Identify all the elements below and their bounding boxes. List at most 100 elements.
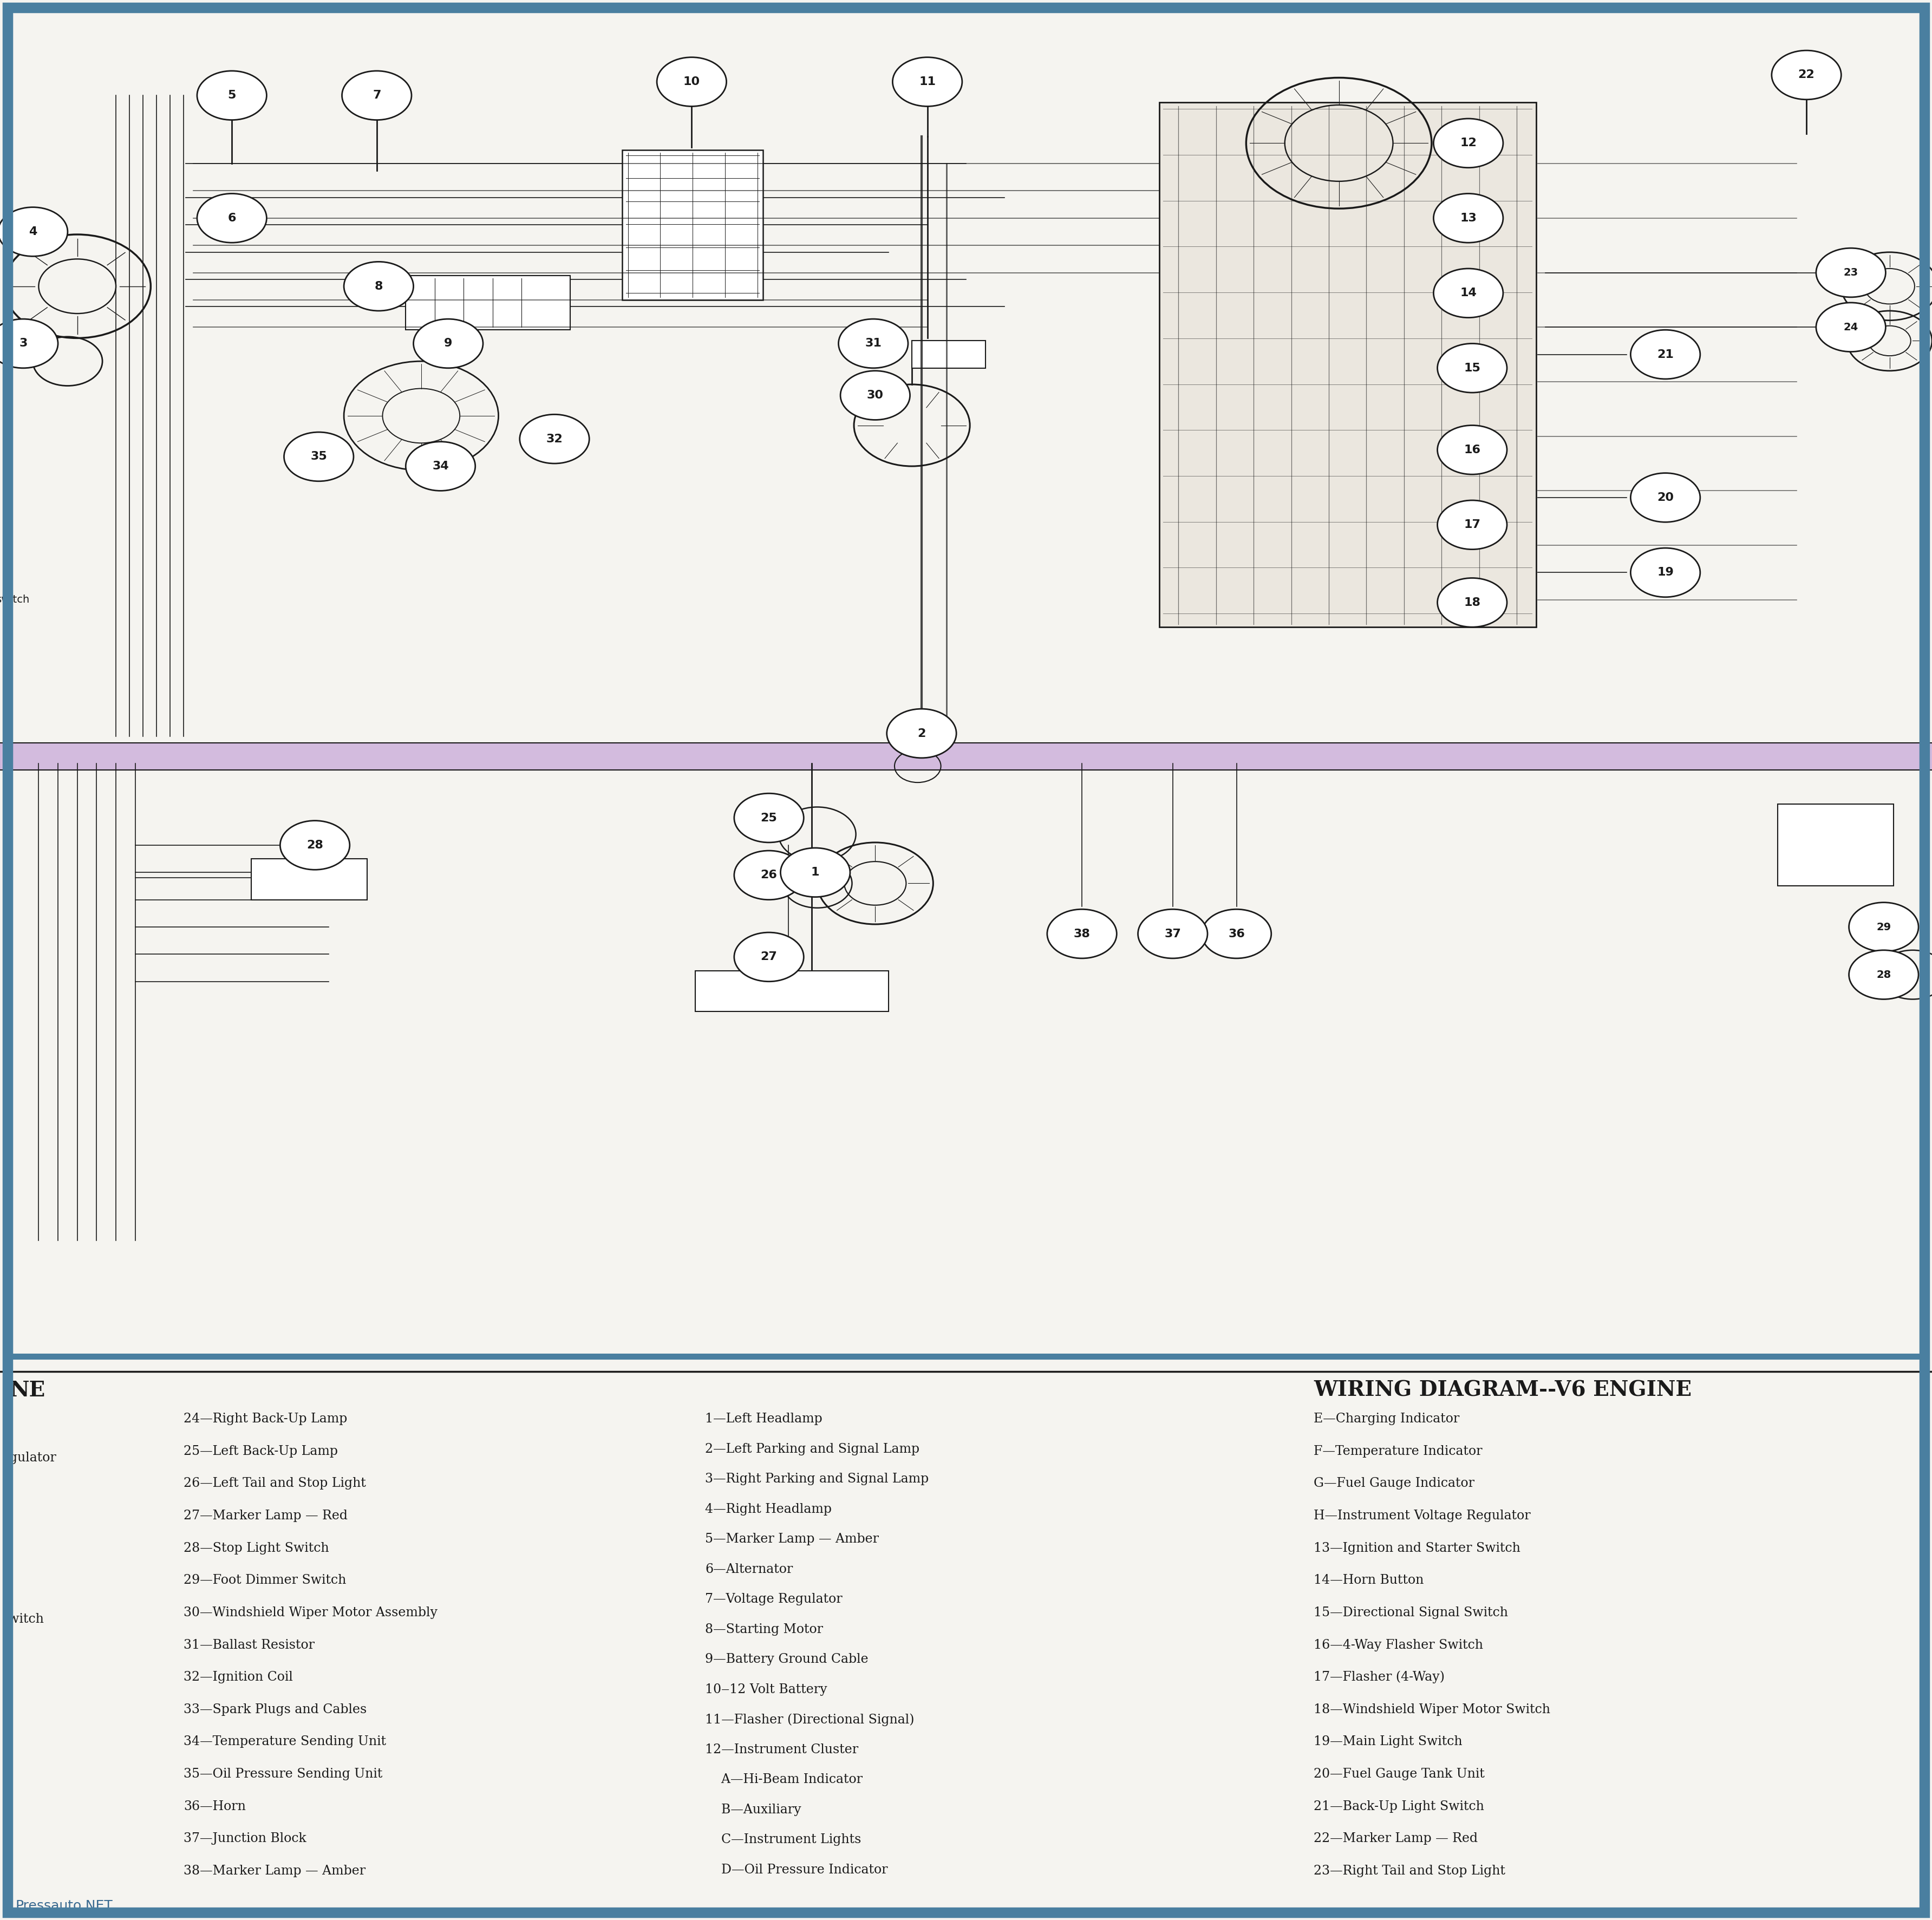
Text: egulator: egulator [0, 328, 41, 340]
Bar [0, 743, 1932, 770]
Text: 8: 8 [375, 280, 383, 292]
Text: 5—Marker Lamp — Amber: 5—Marker Lamp — Amber [705, 1532, 879, 1546]
Text: Pressauto.NET: Pressauto.NET [15, 1899, 112, 1912]
Text: 29—Foot Dimmer Switch: 29—Foot Dimmer Switch [184, 1574, 346, 1586]
Text: 22—Marker Lamp — Red: 22—Marker Lamp — Red [1314, 1832, 1478, 1845]
Text: 24: 24 [1843, 323, 1859, 332]
Text: 37—Junction Block: 37—Junction Block [184, 1832, 307, 1845]
Text: 23—Right Tail and Stop Light: 23—Right Tail and Stop Light [1314, 1864, 1505, 1878]
Text: 21—Back-Up Light Switch: 21—Back-Up Light Switch [1314, 1801, 1484, 1812]
Text: 23: 23 [1843, 267, 1859, 278]
Text: 21: 21 [1658, 349, 1673, 359]
Bar [1159, 102, 1536, 628]
Text: 32—Ignition Coil: 32—Ignition Coil [184, 1670, 294, 1684]
Circle shape [1434, 194, 1503, 242]
Bar [406, 275, 570, 330]
Text: 7—Voltage Regulator: 7—Voltage Regulator [705, 1594, 842, 1605]
Text: 17—Flasher (4-Way): 17—Flasher (4-Way) [1314, 1670, 1445, 1684]
Text: 33—Spark Plugs and Cables: 33—Spark Plugs and Cables [184, 1703, 367, 1716]
Circle shape [1631, 472, 1700, 522]
Circle shape [1437, 344, 1507, 392]
Text: 5: 5 [228, 90, 236, 102]
Circle shape [342, 71, 412, 119]
Text: 14: 14 [1461, 288, 1476, 298]
Circle shape [1434, 119, 1503, 167]
Text: 32: 32 [547, 434, 562, 444]
Circle shape [734, 933, 804, 981]
Text: 26—Left Tail and Stop Light: 26—Left Tail and Stop Light [184, 1476, 365, 1490]
Text: NE: NE [10, 1380, 44, 1400]
Text: 31: 31 [866, 338, 881, 349]
Circle shape [1138, 910, 1208, 958]
Text: 7: 7 [373, 90, 381, 102]
Text: 9: 9 [444, 338, 452, 349]
Text: 6: 6 [228, 213, 236, 223]
Text: 37: 37 [1165, 929, 1180, 939]
Circle shape [1816, 248, 1886, 298]
Text: 12—Instrument Cluster: 12—Instrument Cluster [705, 1743, 858, 1757]
Text: 24—Right Back-Up Lamp: 24—Right Back-Up Lamp [184, 1413, 348, 1425]
Circle shape [1437, 426, 1507, 474]
Bar [912, 342, 985, 369]
Text: 17: 17 [1464, 520, 1480, 530]
Circle shape [840, 371, 910, 420]
Text: 16: 16 [1464, 444, 1480, 455]
Circle shape [887, 708, 956, 758]
Circle shape [280, 820, 350, 870]
Text: 28: 28 [307, 839, 323, 851]
Text: egulator: egulator [2, 1452, 56, 1465]
Text: E—Charging Indicator: E—Charging Indicator [1314, 1413, 1459, 1425]
Circle shape [0, 319, 58, 369]
Text: 28: 28 [1876, 970, 1891, 979]
Text: 20: 20 [1658, 492, 1673, 503]
Bar [696, 972, 889, 1012]
Circle shape [1849, 902, 1918, 952]
Text: 12: 12 [1461, 138, 1476, 148]
Circle shape [781, 849, 850, 897]
Text: 13—Ignition and Starter Switch: 13—Ignition and Starter Switch [1314, 1542, 1520, 1555]
Text: 2: 2 [918, 728, 925, 739]
Text: F—Temperature Indicator: F—Temperature Indicator [1314, 1446, 1482, 1457]
Text: 35: 35 [311, 451, 327, 463]
Text: 14—Horn Button: 14—Horn Button [1314, 1574, 1424, 1586]
Text: 18—Windshield Wiper Motor Switch: 18—Windshield Wiper Motor Switch [1314, 1703, 1549, 1716]
Circle shape [1434, 269, 1503, 317]
Text: 8—Starting Motor: 8—Starting Motor [705, 1622, 823, 1636]
Text: 15—Directional Signal Switch: 15—Directional Signal Switch [1314, 1607, 1509, 1619]
Circle shape [284, 432, 354, 482]
Text: 34: 34 [433, 461, 448, 472]
Text: 35—Oil Pressure Sending Unit: 35—Oil Pressure Sending Unit [184, 1768, 383, 1780]
Text: 22: 22 [1799, 69, 1814, 81]
Circle shape [657, 58, 726, 106]
Text: 26: 26 [761, 870, 777, 881]
Circle shape [1437, 578, 1507, 628]
Text: G—Fuel Gauge Indicator: G—Fuel Gauge Indicator [1314, 1476, 1474, 1490]
Circle shape [0, 207, 68, 255]
Circle shape [1631, 547, 1700, 597]
Text: 38: 38 [1074, 929, 1090, 939]
Text: 13: 13 [1461, 213, 1476, 223]
Bar [1777, 804, 1893, 887]
Text: 29: 29 [1876, 922, 1891, 931]
Text: B—Auxiliary: B—Auxiliary [705, 1803, 802, 1816]
Text: D—Oil Pressure Indicator: D—Oil Pressure Indicator [705, 1864, 889, 1876]
Text: 36: 36 [1229, 929, 1244, 939]
Circle shape [893, 58, 962, 106]
Circle shape [1816, 303, 1886, 351]
Text: 10: 10 [684, 77, 699, 86]
Circle shape [734, 851, 804, 900]
Text: 18: 18 [1464, 597, 1480, 609]
Text: 6—Alternator: 6—Alternator [705, 1563, 792, 1576]
Circle shape [1437, 501, 1507, 549]
Text: 25: 25 [761, 812, 777, 824]
Text: 36—Horn: 36—Horn [184, 1801, 245, 1812]
Text: 27: 27 [761, 952, 777, 962]
Text: 11: 11 [920, 77, 935, 86]
Text: 34—Temperature Sending Unit: 34—Temperature Sending Unit [184, 1736, 386, 1747]
Text: 1—Left Headlamp: 1—Left Headlamp [705, 1413, 823, 1425]
Text: 9—Battery Ground Cable: 9—Battery Ground Cable [705, 1653, 869, 1667]
Text: 30—Windshield Wiper Motor Assembly: 30—Windshield Wiper Motor Assembly [184, 1607, 437, 1619]
Text: 10‒12 Volt Battery: 10‒12 Volt Battery [705, 1684, 827, 1695]
Text: C—Instrument Lights: C—Instrument Lights [705, 1834, 862, 1845]
Circle shape [1047, 910, 1117, 958]
